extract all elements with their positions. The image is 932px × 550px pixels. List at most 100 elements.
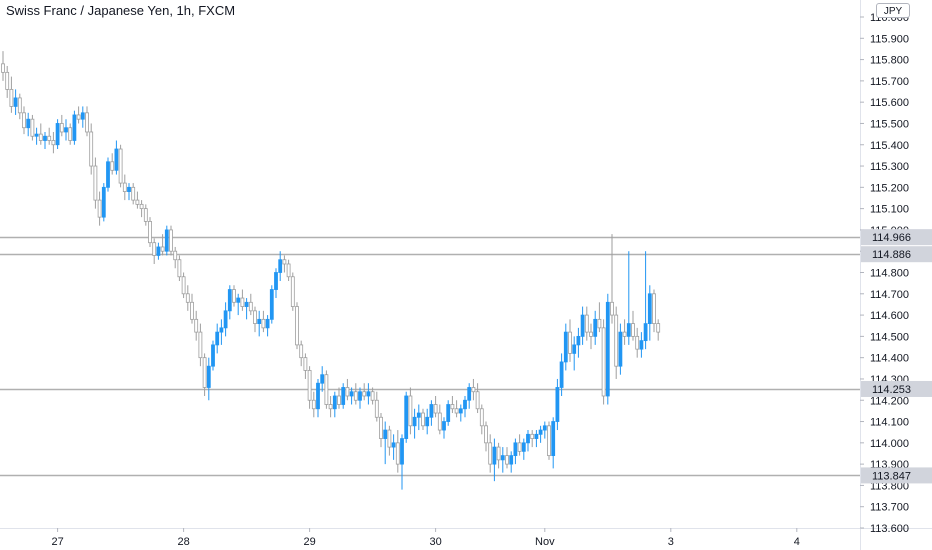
candle: [265, 315, 270, 337]
candle: [244, 298, 249, 320]
candle-body: [261, 318, 266, 329]
candle: [232, 285, 236, 307]
level-label-bg: [861, 246, 932, 263]
candle: [391, 434, 396, 460]
candle: [139, 200, 144, 218]
candle: [475, 383, 480, 414]
candle: [505, 447, 509, 469]
candle-body: [416, 412, 421, 418]
candle-body: [5, 71, 10, 90]
candle-body: [635, 335, 640, 350]
candle-body: [26, 118, 31, 129]
candle-body: [152, 242, 157, 256]
candle: [148, 217, 152, 247]
candle: [38, 123, 43, 145]
candle-body: [64, 127, 68, 133]
candle-body: [286, 263, 291, 278]
candle-body: [198, 331, 203, 359]
candle-body: [353, 391, 358, 401]
candle: [568, 319, 572, 362]
candle: [370, 387, 375, 405]
candle-body: [328, 404, 333, 410]
candle: [110, 153, 115, 175]
y-tick-label: 113.600: [870, 523, 909, 535]
x-tick-label: 27: [51, 536, 63, 548]
candle: [219, 319, 224, 345]
candle-body: [30, 118, 35, 137]
candle-body: [59, 123, 64, 133]
candle: [589, 323, 593, 350]
candle: [509, 451, 514, 473]
candle: [635, 327, 640, 358]
candle: [349, 387, 354, 405]
candle: [551, 417, 556, 469]
candle-body: [156, 246, 161, 256]
candle-body: [387, 429, 392, 448]
candle: [320, 366, 325, 392]
candle-body: [97, 199, 102, 218]
candle-body: [488, 442, 493, 465]
candle-body: [643, 323, 648, 342]
candle: [446, 400, 451, 426]
candle: [467, 383, 472, 409]
candle-body: [568, 331, 572, 354]
candle-body: [626, 323, 631, 337]
candle-body: [475, 391, 480, 410]
candle-body: [51, 140, 56, 146]
candle: [282, 255, 287, 273]
candle: [152, 238, 157, 264]
price-axis[interactable]: 113.600113.700113.800113.900114.000114.1…: [860, 12, 909, 535]
candle-body: [610, 301, 614, 316]
candle-body: [605, 301, 610, 397]
candle: [353, 383, 358, 405]
candle: [64, 119, 68, 141]
candle-body: [345, 387, 350, 397]
candle: [5, 65, 10, 98]
candle-body: [509, 455, 514, 465]
candle-body: [496, 446, 501, 461]
candle-body: [500, 455, 505, 461]
candle: [454, 400, 459, 418]
candle: [442, 417, 446, 439]
x-tick-label: 3: [668, 536, 674, 548]
candle: [521, 438, 526, 460]
candle-body: [358, 391, 362, 401]
level-label: 114.253: [872, 384, 911, 396]
candle: [118, 144, 123, 188]
candle: [80, 106, 85, 128]
y-tick-label: 114.000: [870, 438, 909, 450]
level-label-bg: [861, 467, 932, 484]
candle-body: [492, 446, 497, 465]
candle: [190, 293, 194, 324]
candle-body: [13, 97, 18, 107]
candle-body: [311, 399, 316, 410]
candle: [286, 259, 291, 282]
candle: [43, 131, 47, 150]
candle-body: [85, 112, 89, 133]
candle: [177, 255, 182, 282]
candle-body: [223, 310, 228, 329]
candle-body: [38, 133, 43, 141]
candle: [425, 408, 430, 435]
currency-badge[interactable]: JPY: [876, 3, 910, 18]
candle-body: [257, 318, 262, 325]
candle: [160, 234, 165, 256]
y-tick-label: 114.700: [870, 289, 909, 301]
y-tick-label: 114.600: [870, 310, 909, 322]
candle-body: [563, 331, 568, 363]
candle: [311, 391, 316, 418]
candle-body: [631, 323, 635, 337]
candle-body: [135, 199, 140, 205]
candle: [614, 306, 619, 379]
time-axis[interactable]: 27 28 29 30 Nov 3 4: [51, 528, 800, 548]
candle-body: [316, 382, 320, 410]
candle: [517, 434, 522, 456]
candle: [269, 285, 274, 324]
y-tick-label: 115.300: [870, 161, 909, 173]
y-tick-label: 115.800: [870, 55, 909, 67]
candle: [328, 395, 333, 418]
candle-body: [190, 301, 194, 320]
x-tick-label: 4: [794, 536, 800, 548]
